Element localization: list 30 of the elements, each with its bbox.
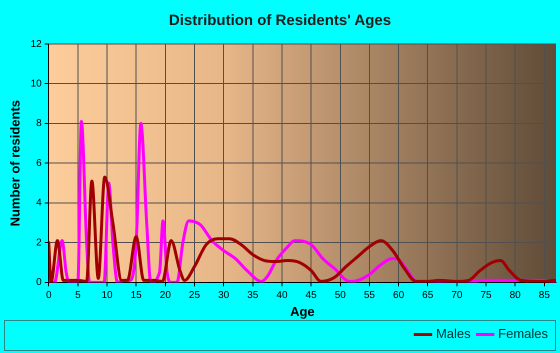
y-tick-label: 0 <box>36 277 42 288</box>
x-tick-label: 80 <box>510 290 522 302</box>
x-tick-label: 45 <box>306 290 318 302</box>
x-tick-label: 70 <box>451 290 463 302</box>
x-tick-label: 75 <box>480 290 492 302</box>
y-tick-label: 12 <box>30 38 42 50</box>
x-tick-label: 40 <box>276 290 288 302</box>
x-tick-label: 85 <box>538 290 550 302</box>
x-axis-title: Age <box>290 304 315 319</box>
chart-title: Distribution of Residents' Ages <box>168 12 392 30</box>
x-tick-label: 10 <box>101 290 114 302</box>
y-tick-label: 4 <box>36 198 42 209</box>
x-tick-label: 50 <box>334 290 346 302</box>
legend-label: Females <box>498 326 548 342</box>
x-tick-label: 30 <box>218 290 230 302</box>
x-tick-label: 60 <box>393 290 405 302</box>
x-tick-label: 20 <box>160 290 172 302</box>
y-tick-label: 8 <box>36 118 42 130</box>
x-tick-label: 25 <box>188 290 200 302</box>
y-tick-label: 2 <box>36 237 42 248</box>
y-tick-label: 6 <box>36 158 42 169</box>
legend-label: Males <box>436 326 472 342</box>
x-tick-label: 55 <box>364 290 376 302</box>
y-tick-label: 10 <box>30 78 42 90</box>
x-tick-label: 0 <box>46 290 52 302</box>
x-tick-label: 65 <box>422 290 434 302</box>
x-tick-label: 15 <box>130 290 142 302</box>
x-tick-label: 35 <box>247 290 259 302</box>
x-tick-label: 5 <box>75 290 82 302</box>
y-axis-title: Number of residents <box>7 100 22 226</box>
